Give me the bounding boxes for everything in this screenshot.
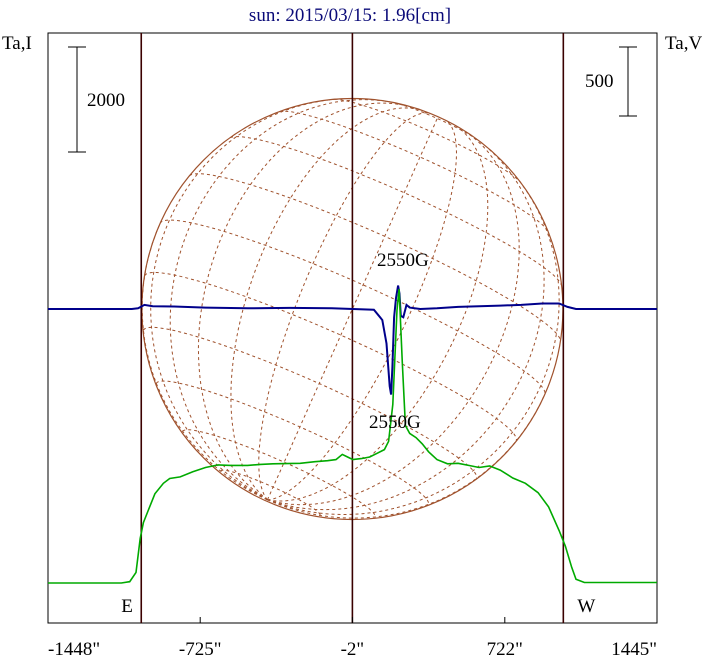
annotation-label-v: 2550G xyxy=(369,412,421,433)
longitude-line xyxy=(267,140,545,511)
scale-bar-left: 2000 xyxy=(68,46,125,153)
longitude-line xyxy=(258,112,431,501)
y-right-label: Ta,V xyxy=(665,33,702,54)
chart-title: sun: 2015/03/15: 1.96[cm] xyxy=(249,5,451,26)
longitude-line xyxy=(230,107,423,501)
longitude-line xyxy=(267,123,489,502)
longitude-line xyxy=(141,223,268,501)
scale-left-label: 2000 xyxy=(87,90,125,111)
latitude-line xyxy=(143,326,478,479)
annotation-label-i: 2550G xyxy=(377,250,429,271)
x-tick-label: -725" xyxy=(179,639,222,660)
scale-bar-right: 500 xyxy=(585,46,637,117)
longitude-line xyxy=(267,394,546,519)
latitude-line xyxy=(279,110,549,232)
longitude-line xyxy=(197,102,409,501)
longitude-line xyxy=(150,98,346,501)
latitude-line xyxy=(230,136,562,286)
longitude-line xyxy=(267,173,560,516)
solar-disk-grid xyxy=(141,97,564,521)
series-layer xyxy=(48,285,657,584)
latitude-line xyxy=(392,101,480,142)
longitude-line xyxy=(266,116,439,501)
scale-right-label: 500 xyxy=(585,71,614,92)
annotations: E W 2550G 2550G xyxy=(121,250,595,617)
limb-label: W xyxy=(577,596,595,617)
longitude-line xyxy=(169,99,393,501)
series-stokes-v xyxy=(48,285,657,395)
x-tick-label: 1445" xyxy=(611,639,657,660)
x-tick-label: 722" xyxy=(487,639,523,660)
limb-label: E xyxy=(121,596,133,617)
y-left-label: Ta,I xyxy=(2,33,32,54)
x-tick-label: -2" xyxy=(341,639,365,660)
x-tick-label: -1448" xyxy=(48,639,100,660)
plot-frame xyxy=(47,32,658,624)
x-axis-ticks: -1448" -725" -2" 722" 1445" xyxy=(47,617,658,660)
longitude-line xyxy=(267,119,458,501)
longitude-line xyxy=(267,130,520,506)
series-stokes-i xyxy=(48,288,657,584)
